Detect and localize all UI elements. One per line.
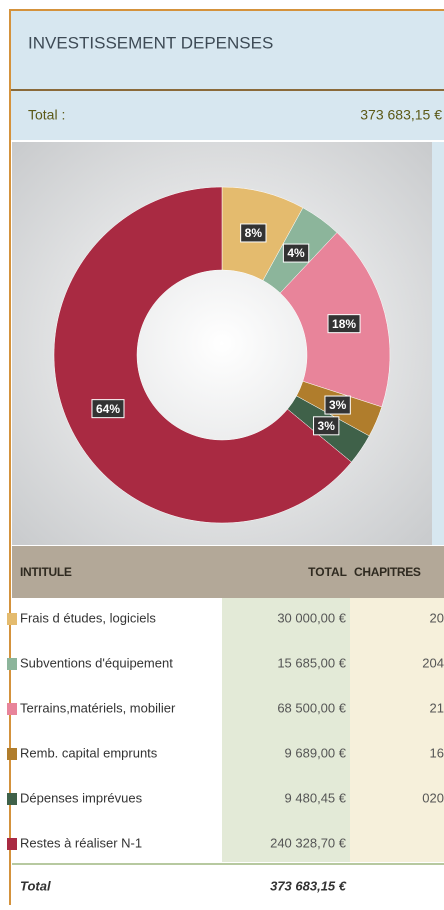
row-label: Frais d études, logiciels (20, 610, 156, 625)
value-label: 64% (96, 402, 120, 416)
value-label-box (324, 395, 351, 415)
donut: 8% 4% 18% 3% 3% 64% (53, 186, 391, 524)
row-swatch (7, 703, 17, 715)
row-swatch (7, 793, 17, 805)
row-label: Dépenses imprévues (20, 790, 143, 805)
value-label: 8% (245, 226, 263, 240)
value-label-box (327, 314, 361, 334)
value-label: 4% (287, 246, 305, 260)
value-label-box (240, 223, 267, 243)
row-swatch (7, 838, 17, 850)
total-value: 373 683,15 € (360, 107, 442, 123)
chapitre-column-bg (350, 598, 444, 862)
row-total: 9 480,45 € (285, 790, 347, 805)
total-label: Total : (28, 107, 65, 123)
row-total: 15 685,00 € (277, 655, 346, 670)
row-chapitre: 16 (430, 745, 444, 760)
row-chapitre: 20 (430, 610, 444, 625)
row-label: Restes à réaliser N-1 (20, 835, 142, 850)
column-header: TOTAL (308, 565, 347, 579)
value-label: 18% (332, 317, 356, 331)
total-bg (11, 91, 444, 140)
row-label: Remb. capital emprunts (20, 745, 158, 760)
row-total: 9 689,00 € (285, 745, 347, 760)
column-header: CHAPITRES (354, 565, 421, 579)
table: INTITULE TOTAL CHAPITRES Frais d études, lo… (7, 546, 444, 893)
table-total-label: Total (20, 878, 51, 893)
row-swatch (7, 748, 17, 760)
total-column-bg (222, 598, 350, 862)
chart-side (432, 142, 444, 545)
row-label: Terrains,matériels, mobilier (20, 700, 176, 715)
value-label: 3% (329, 398, 347, 412)
title: INVESTISSEMENT DEPENSES (28, 33, 273, 52)
row-total: 30 000,00 € (277, 610, 346, 625)
table-total-value: 373 683,15 € (270, 878, 347, 893)
value-label-box (313, 416, 340, 436)
row-chapitre: 020 (422, 790, 444, 805)
value-label: 3% (318, 419, 336, 433)
header-bg (11, 11, 444, 90)
row-total: 68 500,00 € (277, 700, 346, 715)
row-chapitre: 204 (422, 655, 444, 670)
row-swatch (7, 613, 17, 625)
row-chapitre: 21 (430, 700, 444, 715)
slice (53, 186, 352, 524)
row-total: 240 328,70 € (270, 835, 347, 850)
column-header: INTITULE (20, 565, 72, 579)
value-label-box (91, 399, 125, 419)
value-label-box (282, 243, 310, 263)
row-label: Subventions d'équipement (20, 655, 173, 670)
row-swatch (7, 658, 17, 670)
table-header-bg (12, 546, 444, 598)
